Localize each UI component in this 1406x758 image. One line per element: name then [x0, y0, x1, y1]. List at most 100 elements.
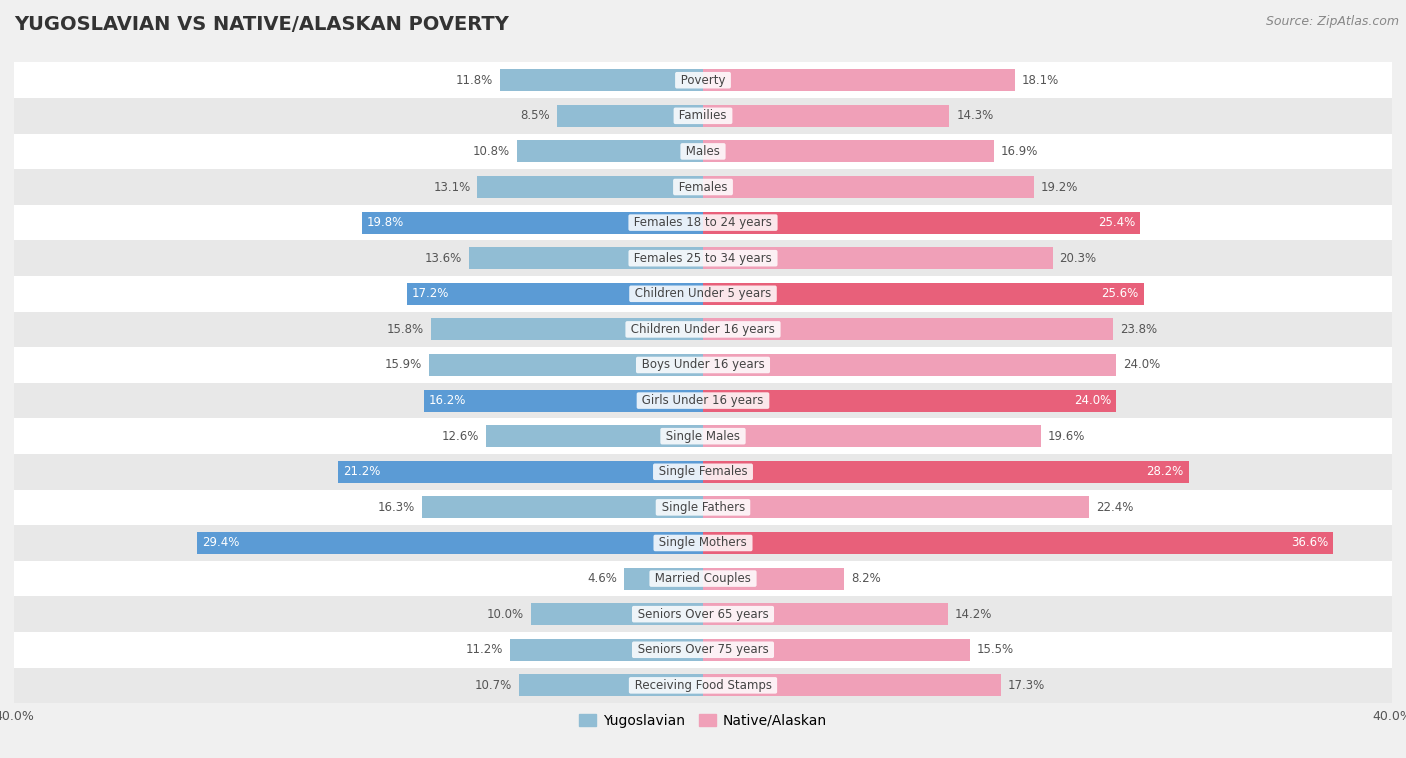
Bar — [14, 490, 1392, 525]
Text: 16.3%: 16.3% — [378, 501, 415, 514]
Bar — [425, 390, 703, 412]
Text: 16.2%: 16.2% — [429, 394, 467, 407]
Text: Females: Females — [675, 180, 731, 193]
Bar — [14, 668, 1392, 703]
Text: Single Females: Single Females — [655, 465, 751, 478]
Text: Males: Males — [682, 145, 724, 158]
Bar — [703, 211, 1140, 233]
Text: 8.2%: 8.2% — [851, 572, 882, 585]
Bar — [557, 105, 703, 127]
Bar — [486, 425, 703, 447]
Bar — [430, 318, 703, 340]
Text: 29.4%: 29.4% — [202, 537, 239, 550]
Bar — [14, 276, 1392, 312]
Text: 22.4%: 22.4% — [1095, 501, 1133, 514]
Text: 16.9%: 16.9% — [1001, 145, 1039, 158]
Text: Families: Families — [675, 109, 731, 122]
Bar — [499, 69, 703, 91]
Text: 10.7%: 10.7% — [475, 679, 512, 692]
Bar — [197, 532, 703, 554]
Bar — [703, 69, 1015, 91]
Text: 15.5%: 15.5% — [977, 644, 1014, 656]
Text: Boys Under 16 years: Boys Under 16 years — [638, 359, 768, 371]
Bar — [703, 283, 1144, 305]
Bar — [429, 354, 703, 376]
Text: Girls Under 16 years: Girls Under 16 years — [638, 394, 768, 407]
Bar — [14, 525, 1392, 561]
Bar — [422, 496, 703, 518]
Text: Source: ZipAtlas.com: Source: ZipAtlas.com — [1265, 15, 1399, 28]
Text: 13.1%: 13.1% — [433, 180, 471, 193]
Bar — [703, 140, 994, 162]
Text: 24.0%: 24.0% — [1074, 394, 1111, 407]
Bar — [14, 312, 1392, 347]
Text: Seniors Over 75 years: Seniors Over 75 years — [634, 644, 772, 656]
Text: 14.3%: 14.3% — [956, 109, 994, 122]
Bar — [703, 105, 949, 127]
Text: Poverty: Poverty — [676, 74, 730, 86]
Text: 19.2%: 19.2% — [1040, 180, 1078, 193]
Bar — [14, 418, 1392, 454]
Text: 8.5%: 8.5% — [520, 109, 550, 122]
Bar — [14, 98, 1392, 133]
Text: 15.9%: 15.9% — [385, 359, 422, 371]
Text: Single Mothers: Single Mothers — [655, 537, 751, 550]
Bar — [14, 632, 1392, 668]
Text: 13.6%: 13.6% — [425, 252, 461, 265]
Bar — [510, 639, 703, 661]
Text: 11.2%: 11.2% — [465, 644, 503, 656]
Bar — [703, 639, 970, 661]
Bar — [14, 347, 1392, 383]
Text: 14.2%: 14.2% — [955, 608, 991, 621]
Text: 18.1%: 18.1% — [1022, 74, 1059, 86]
Text: Children Under 5 years: Children Under 5 years — [631, 287, 775, 300]
Bar — [14, 597, 1392, 632]
Bar — [703, 176, 1033, 198]
Text: 23.8%: 23.8% — [1119, 323, 1157, 336]
Text: 25.6%: 25.6% — [1101, 287, 1139, 300]
Text: 15.8%: 15.8% — [387, 323, 425, 336]
Bar — [703, 318, 1114, 340]
Bar — [703, 390, 1116, 412]
Bar — [14, 205, 1392, 240]
Text: 19.6%: 19.6% — [1047, 430, 1085, 443]
Bar — [703, 568, 844, 590]
Text: 20.3%: 20.3% — [1060, 252, 1097, 265]
Bar — [703, 675, 1001, 697]
Text: 17.2%: 17.2% — [412, 287, 450, 300]
Text: Children Under 16 years: Children Under 16 years — [627, 323, 779, 336]
Text: Single Males: Single Males — [662, 430, 744, 443]
Bar — [14, 561, 1392, 597]
Text: Single Fathers: Single Fathers — [658, 501, 748, 514]
Bar — [14, 133, 1392, 169]
Text: YUGOSLAVIAN VS NATIVE/ALASKAN POVERTY: YUGOSLAVIAN VS NATIVE/ALASKAN POVERTY — [14, 15, 509, 34]
Text: 28.2%: 28.2% — [1146, 465, 1184, 478]
Bar — [703, 425, 1040, 447]
Bar — [703, 496, 1088, 518]
Text: 10.8%: 10.8% — [472, 145, 510, 158]
Bar — [517, 140, 703, 162]
Bar — [519, 675, 703, 697]
Text: 4.6%: 4.6% — [588, 572, 617, 585]
Bar — [703, 247, 1053, 269]
Text: 11.8%: 11.8% — [456, 74, 494, 86]
Bar — [14, 383, 1392, 418]
Text: Females 25 to 34 years: Females 25 to 34 years — [630, 252, 776, 265]
Bar — [468, 247, 703, 269]
Text: 24.0%: 24.0% — [1123, 359, 1160, 371]
Bar — [703, 354, 1116, 376]
Text: Receiving Food Stamps: Receiving Food Stamps — [631, 679, 775, 692]
Text: 17.3%: 17.3% — [1008, 679, 1045, 692]
Text: 10.0%: 10.0% — [486, 608, 524, 621]
Bar — [703, 603, 948, 625]
Bar — [14, 454, 1392, 490]
Bar — [14, 169, 1392, 205]
Text: Seniors Over 65 years: Seniors Over 65 years — [634, 608, 772, 621]
Bar — [703, 461, 1188, 483]
Bar — [703, 532, 1333, 554]
Text: 25.4%: 25.4% — [1098, 216, 1135, 229]
Legend: Yugoslavian, Native/Alaskan: Yugoslavian, Native/Alaskan — [574, 708, 832, 734]
Bar — [478, 176, 703, 198]
Bar — [14, 62, 1392, 98]
Bar — [361, 211, 703, 233]
